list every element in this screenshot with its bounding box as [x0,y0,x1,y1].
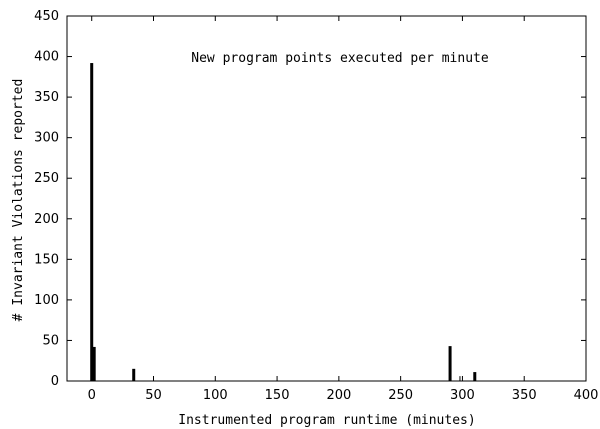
y-tick-label: 400 [34,50,59,65]
x-tick-label: 150 [265,388,290,403]
x-tick-label: 350 [512,388,537,403]
y-tick-label: 450 [34,9,59,24]
y-tick-label: 350 [34,90,59,105]
y-tick-label: 0 [51,374,59,389]
bar-4 [459,376,461,381]
x-tick-label: 400 [574,388,599,403]
bar-1 [92,346,96,381]
x-tick-label: 300 [450,388,475,403]
y-tick-label: 250 [34,171,59,186]
plot-border [66,15,587,382]
y-tick-label: 300 [34,131,59,146]
x-tick-label: 100 [203,388,228,403]
y-tick-label: 50 [42,333,59,348]
bar-2 [132,368,136,381]
plot-frame [66,15,587,382]
bar-5 [473,372,477,381]
x-tick-label: 250 [388,388,413,403]
x-tick-label: 0 [88,388,96,403]
x-tick-label: 200 [326,388,351,403]
bar-0 [90,63,94,382]
y-tick-label: 100 [34,293,59,308]
x-axis-ticks: 0 50 100 150 200 250 300 350 400 [88,16,599,403]
x-axis-label: Instrumented program runtime (minutes) [178,413,475,428]
chart-annotation: New program points executed per minute [191,51,489,66]
x-tick-label: 50 [145,388,162,403]
y-tick-label: 200 [34,212,59,227]
bar-3 [448,346,452,381]
bars-group [90,63,477,382]
y-axis-ticks: 0 50 100 150 200 250 300 350 400 450 [34,9,586,389]
y-tick-label: 150 [34,252,59,267]
y-axis-label: # Invariant Violations reported [11,79,26,322]
